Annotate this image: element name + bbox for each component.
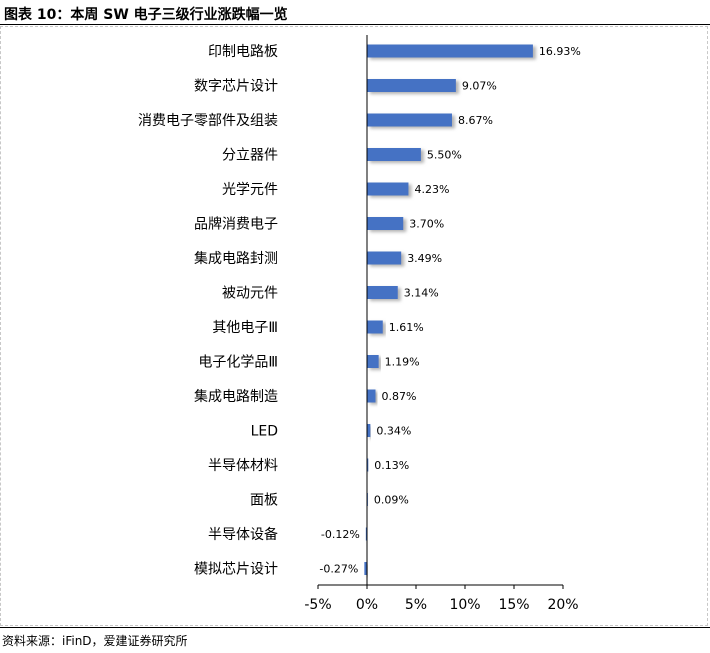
value-label: 0.09% (374, 494, 409, 507)
category-label: 数字芯片设计 (194, 79, 278, 95)
source-note: 资料来源：iFinD，爱建证券研究所 (2, 634, 188, 648)
category-label: 模拟芯片设计 (194, 562, 278, 578)
category-label: 集成电路制造 (194, 388, 278, 405)
category-label: 半导体材料 (208, 458, 278, 474)
bar-3 (367, 148, 421, 161)
category-label: 集成电路封测 (194, 250, 278, 267)
value-label: 16.93% (539, 45, 581, 58)
value-label: 1.61% (389, 321, 424, 334)
category-label: 其他电子Ⅲ (212, 320, 278, 336)
value-label: 3.70% (409, 218, 444, 231)
title-divider (0, 24, 710, 25)
category-label: 品牌消费电子 (194, 216, 278, 233)
chart-title: 图表 10：本周 SW 电子三级行业涨跌幅一览 (4, 7, 288, 23)
value-label: 0.34% (376, 425, 411, 438)
value-label: 0.87% (382, 390, 417, 403)
category-label: 消费电子零部件及组装 (138, 113, 278, 129)
bar-2 (367, 113, 452, 127)
bar-12 (367, 458, 369, 472)
value-label: 3.49% (407, 252, 442, 265)
bar-1 (367, 79, 456, 92)
x-tick-label: 5% (405, 597, 427, 613)
bar-7 (367, 286, 398, 299)
category-label: 被动元件 (222, 286, 278, 302)
value-label: 5.50% (427, 149, 462, 162)
value-label: 4.23% (414, 183, 449, 196)
bar-9 (367, 355, 379, 368)
category-label: 光学元件 (222, 182, 278, 198)
value-label: 8.67% (458, 114, 493, 127)
value-label: 0.13% (374, 459, 409, 472)
category-label: LED (251, 424, 278, 440)
x-tick-label: 15% (498, 597, 529, 613)
bar-6 (367, 251, 402, 265)
bar-8 (367, 320, 383, 334)
x-tick-label: -5% (304, 597, 331, 613)
x-tick-label: 10% (449, 597, 480, 613)
bar-14 (365, 527, 367, 541)
bar-4 (367, 182, 409, 196)
bar-5 (367, 217, 404, 230)
bar-10 (367, 389, 376, 403)
bar-11 (367, 424, 371, 437)
chart-frame (0, 26, 708, 626)
category-label: 电子化学品Ⅲ (198, 355, 278, 371)
source-divider (0, 627, 710, 628)
value-label: -0.27% (319, 563, 358, 576)
category-label: 半导体设备 (208, 526, 278, 543)
category-label: 印制电路板 (208, 44, 278, 60)
value-label: 1.19% (385, 356, 420, 369)
value-label: 3.14% (404, 287, 439, 300)
category-label: 分立器件 (222, 148, 278, 164)
x-tick-label: 20% (547, 597, 578, 613)
value-label: -0.12% (321, 528, 360, 541)
value-label: 9.07% (462, 80, 497, 93)
category-label: 面板 (250, 493, 278, 509)
x-tick-label: 0% (356, 597, 378, 613)
bar-15 (364, 562, 367, 575)
bar-0 (367, 44, 533, 58)
